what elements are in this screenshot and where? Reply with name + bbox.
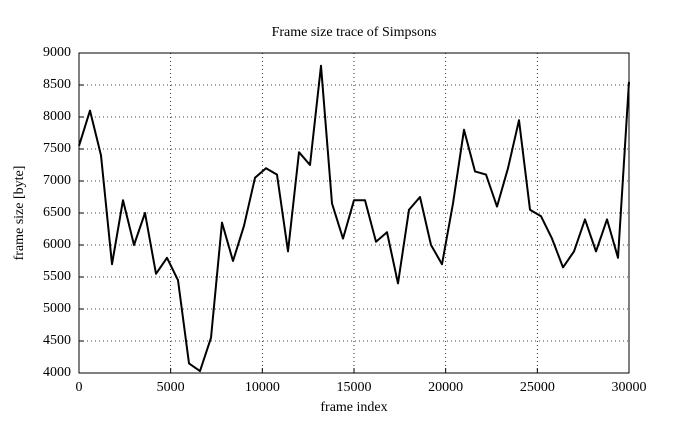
x-tick-label: 0 — [76, 380, 83, 395]
y-tick-label: 5500 — [43, 269, 71, 284]
y-tick-label: 6500 — [43, 205, 71, 220]
y-tick-label: 6000 — [43, 237, 71, 252]
x-tick-label: 5000 — [157, 380, 185, 395]
y-tick-label: 9000 — [43, 45, 71, 60]
chart-title: Frame size trace of Simpsons — [272, 25, 437, 40]
y-tick-label: 7000 — [43, 173, 71, 188]
y-tick-label: 8000 — [43, 109, 71, 124]
y-tick-label: 7500 — [43, 141, 71, 156]
y-tick-label: 5000 — [43, 301, 71, 316]
y-tick-label: 4000 — [43, 365, 71, 380]
x-tick-label: 20000 — [428, 380, 463, 395]
x-tick-label: 10000 — [245, 380, 280, 395]
x-tick-label: 30000 — [612, 380, 647, 395]
y-tick-label: 4500 — [43, 333, 71, 348]
x-tick-label: 15000 — [337, 380, 372, 395]
y-tick-label: 8500 — [43, 77, 71, 92]
x-tick-label: 25000 — [520, 380, 555, 395]
data-line — [78, 64, 630, 373]
y-axis-label: frame size [byte] — [12, 166, 27, 261]
x-axis-label: frame index — [320, 400, 387, 415]
